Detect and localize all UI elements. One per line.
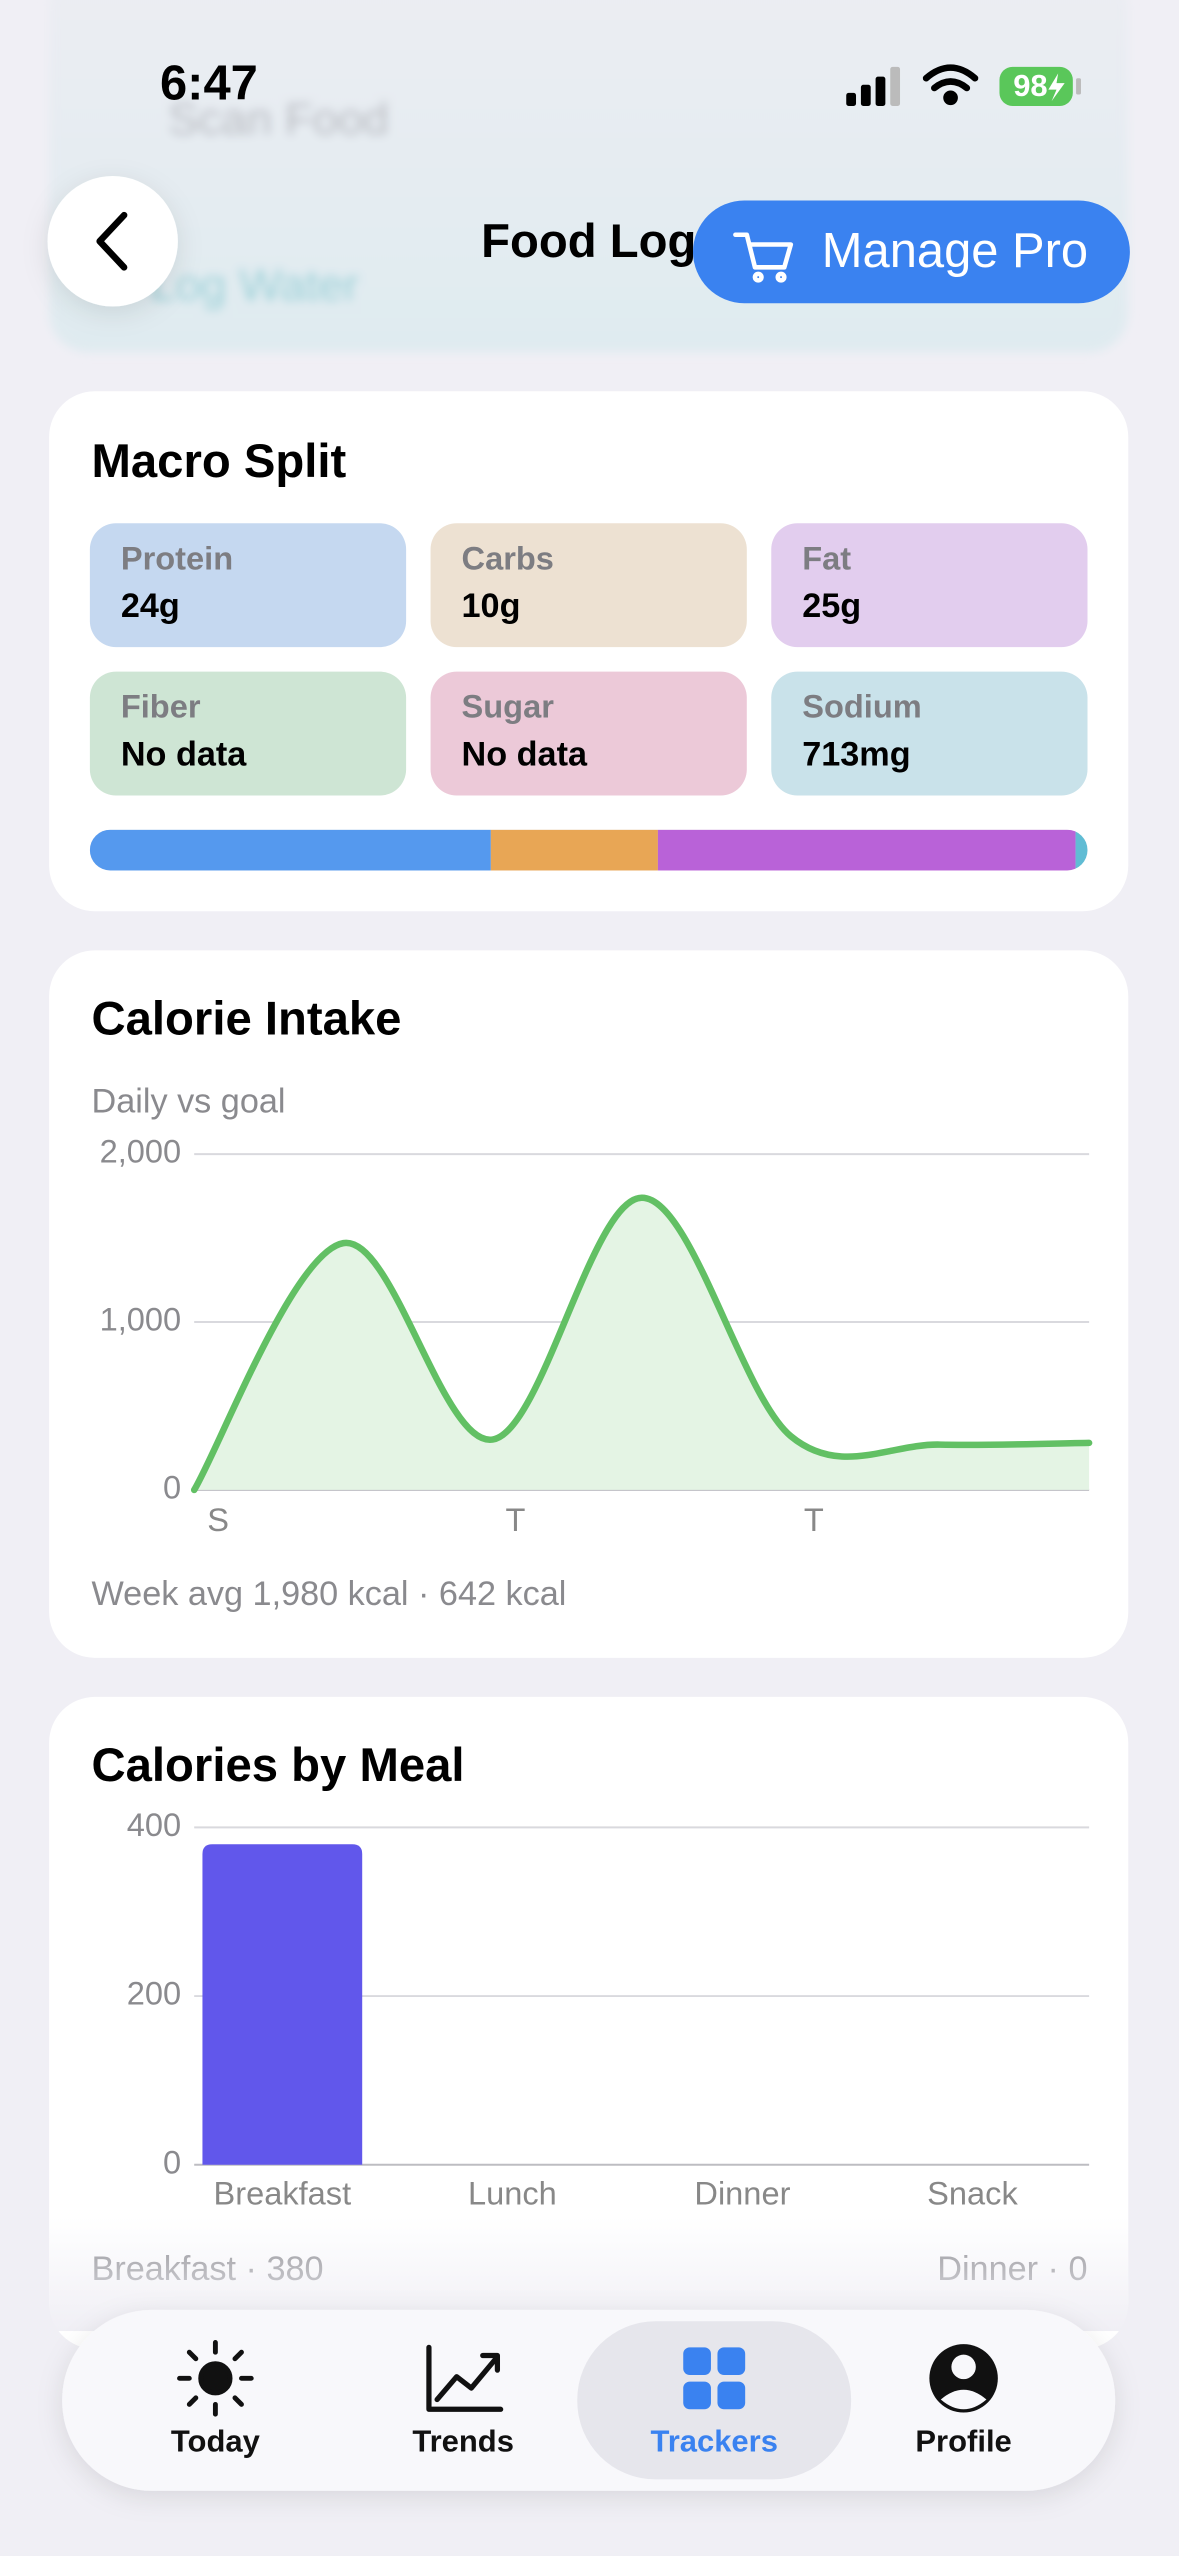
chevron: [96, 211, 128, 271]
button-label: Manage Pro: [822, 224, 1088, 278]
macro-bar: [89, 829, 1088, 871]
x-tick-label: Lunch: [468, 2174, 557, 2211]
back-circle[interactable]: [47, 176, 178, 307]
y-tick-label: 200: [127, 1975, 181, 2012]
blurred-text: Scan Food: [168, 93, 389, 144]
wifi-icon: [922, 64, 979, 106]
y-tick-label: 1,000: [100, 1301, 182, 1338]
trends-icon: [426, 2344, 504, 2412]
macro-tile: [771, 671, 1088, 796]
bar: [202, 1844, 363, 2165]
x-tick-label: Dinner: [694, 2174, 790, 2211]
macro-tile: [771, 523, 1088, 648]
x-tick-label: T: [506, 1501, 526, 1538]
tab-label[interactable]: Trends: [412, 2424, 514, 2459]
y-tick-label: 2,000: [100, 1133, 182, 1170]
chart-subtitle: Daily vs goal: [92, 1083, 286, 1121]
card-title: Calorie Intake: [92, 993, 402, 1046]
tab-bar: Today Trends Trackers Profile: [62, 2309, 1116, 2491]
macro-value: 25g: [802, 587, 861, 625]
line: [190, 1194, 1093, 1494]
active-tab-bg: [577, 2321, 852, 2480]
tab-label[interactable]: Trackers: [650, 2424, 777, 2459]
macro-name: Fiber: [121, 688, 201, 725]
macro-segment: [1075, 829, 1088, 871]
tab-labels: Today Trends Trackers Profile: [171, 2424, 1012, 2459]
x-tick-label: T: [804, 1501, 824, 1538]
macro-name: Protein: [121, 539, 233, 576]
macros: Protein 24g Carbs 10g Fat 25g Fiber No data Suga…: [89, 523, 1088, 871]
macro-tile: [430, 523, 747, 648]
macro-name: Carbs: [462, 539, 554, 576]
tab-label[interactable]: Today: [171, 2424, 261, 2459]
macro-tile: [89, 523, 407, 648]
signal-icon: [846, 66, 901, 106]
y-tick-label: 0: [163, 2143, 181, 2180]
line-area: [194, 1197, 1090, 1490]
x-tick-label: Snack: [927, 2174, 1018, 2211]
macro-name: Sugar: [462, 688, 555, 725]
macro-value: 10g: [462, 587, 521, 625]
macro-value: No data: [462, 735, 588, 773]
tab-label[interactable]: Profile: [915, 2424, 1011, 2459]
card-title: Calories by Meal: [92, 1739, 465, 1792]
macro-value: 713mg: [802, 735, 910, 773]
y-tick-label: 400: [127, 1806, 181, 1843]
macro-segment: [657, 829, 1076, 871]
battery-tip: [1076, 78, 1081, 95]
macro-segment: [89, 829, 491, 871]
charging-icon: [1048, 73, 1065, 102]
manage-pro-button[interactable]: Manage Pro: [693, 200, 1130, 304]
profile-icon: [929, 2344, 998, 2413]
x-tick-label: S: [207, 1501, 229, 1538]
chart-footer: Week avg 1,980 kcal · 642 kcal: [92, 1575, 567, 1613]
sun-icon: [177, 2340, 254, 2417]
x-tick-label: Breakfast: [213, 2174, 351, 2211]
macro-segment: [490, 829, 658, 871]
blurred-text: Log Water: [150, 260, 359, 311]
card-title: Macro Split: [92, 435, 347, 488]
trackers-icon: [683, 2347, 746, 2410]
button-bg[interactable]: [693, 200, 1130, 304]
battery-level: 98: [1013, 68, 1047, 103]
macro-value: 24g: [121, 587, 180, 625]
macro-value: No data: [121, 735, 247, 773]
macro-name: Fat: [802, 539, 851, 576]
macro-tile: [430, 671, 747, 796]
cart-icon: [733, 232, 794, 283]
back-button[interactable]: [47, 176, 178, 307]
status-time: 6:47: [160, 56, 258, 110]
header-title: Food Log: [481, 215, 696, 268]
y-tick-label: 0: [163, 1469, 181, 1506]
macro-tile: [89, 671, 407, 796]
macro-name: Sodium: [802, 688, 922, 725]
